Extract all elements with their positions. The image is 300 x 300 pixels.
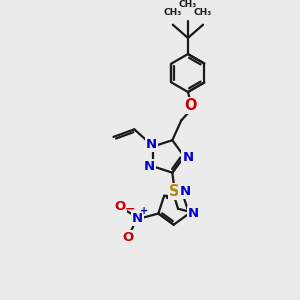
Text: N: N bbox=[182, 151, 194, 164]
Text: −: − bbox=[125, 202, 135, 215]
Text: O: O bbox=[122, 231, 134, 244]
Text: CH₃: CH₃ bbox=[179, 1, 197, 10]
Text: N: N bbox=[188, 207, 199, 220]
Text: +: + bbox=[140, 206, 148, 216]
Text: CH₃: CH₃ bbox=[164, 8, 182, 17]
Text: N: N bbox=[144, 160, 155, 173]
Text: N: N bbox=[132, 212, 143, 225]
Text: N: N bbox=[146, 138, 157, 151]
Text: S: S bbox=[169, 184, 179, 199]
Text: CH₃: CH₃ bbox=[194, 8, 212, 17]
Text: O: O bbox=[184, 98, 197, 113]
Text: O: O bbox=[115, 200, 126, 213]
Text: N: N bbox=[179, 185, 191, 198]
